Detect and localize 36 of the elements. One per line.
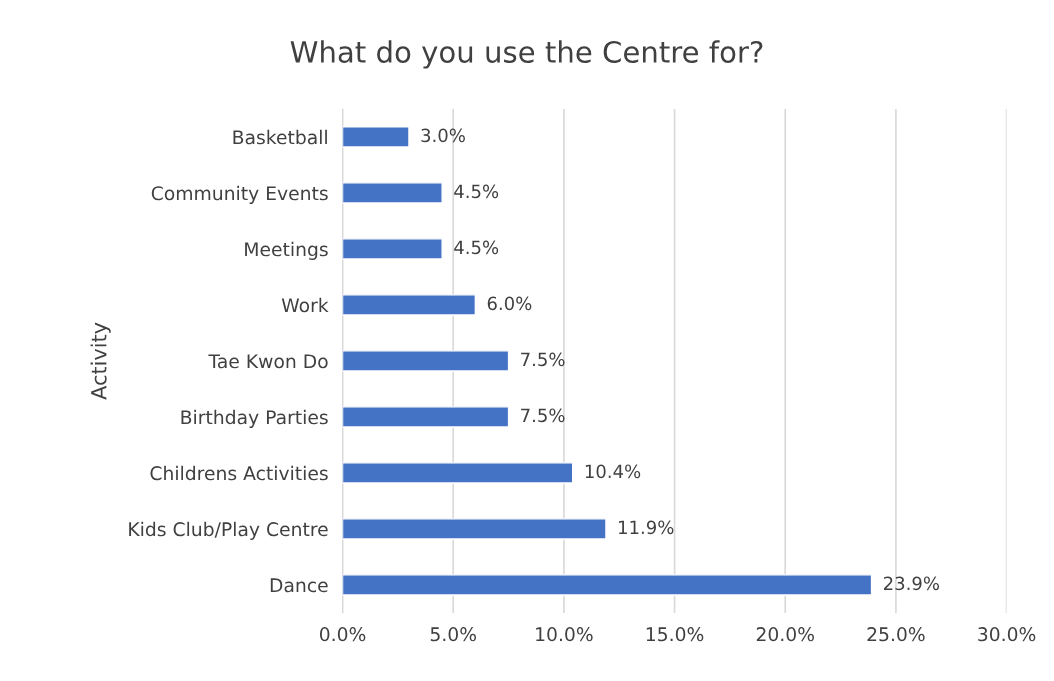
x-tick-label: 25.0% (867, 627, 925, 642)
bar (342, 294, 477, 316)
data-label: 7.5% (521, 408, 565, 423)
data-label: 3.0% (421, 128, 465, 143)
x-tick-label: 30.0% (978, 627, 1036, 642)
y-tick-label: Community Events (151, 185, 328, 204)
y-tick-label: Birthday Parties (181, 409, 328, 428)
bar (342, 182, 443, 204)
data-label: 4.5% (454, 184, 499, 199)
y-tick-label: Meetings (245, 241, 328, 260)
x-tick-label: 5.0% (430, 627, 476, 642)
bar (342, 518, 607, 540)
data-label: 4.5% (454, 240, 499, 255)
y-axis-title: Activity (90, 322, 111, 400)
bar (342, 238, 443, 260)
x-tick-label: 15.0% (646, 627, 704, 642)
y-tick-label: Kids Club/Play Centre (129, 521, 328, 540)
data-label: 23.9% (883, 576, 940, 591)
x-tick-label: 10.0% (536, 627, 593, 642)
x-tick-label: 0.0% (319, 627, 366, 642)
bar (342, 406, 510, 428)
x-tick-label: 20.0% (756, 627, 814, 642)
data-label: 6.0% (487, 296, 532, 311)
y-tick-label: Work (281, 297, 329, 313)
y-tick-label: Basketball (233, 129, 327, 145)
y-tick-label: Childrens Activities (150, 465, 328, 481)
bar (342, 574, 873, 596)
data-label: 11.9% (619, 520, 674, 535)
y-tick-label: Dance (270, 578, 328, 593)
bar (342, 462, 574, 484)
chart-title: What do you use the Centre for? (290, 40, 763, 69)
y-tick-label: Tae Kwon Do (208, 354, 328, 369)
bar (342, 126, 410, 148)
bar (342, 350, 510, 372)
data-label: 10.4% (585, 464, 641, 479)
data-label: 7.5% (521, 352, 565, 367)
